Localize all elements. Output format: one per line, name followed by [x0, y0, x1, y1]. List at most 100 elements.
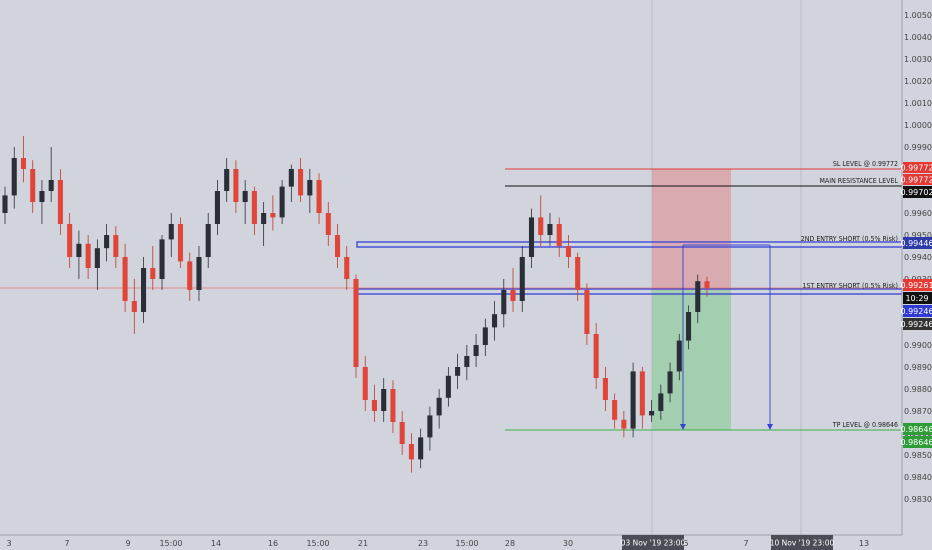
entry2-price-tag-text: 0.99446	[900, 239, 932, 248]
countdown-tag-text: 10:29	[905, 294, 928, 303]
candle-body-up	[528, 217, 535, 257]
candle-body-up	[76, 243, 82, 257]
time-tick-label: 15:00	[159, 539, 182, 548]
time-tick-label: 15:00	[455, 539, 478, 548]
candle-body-up	[676, 340, 682, 372]
candles-group	[2, 136, 710, 473]
candle-body-down	[177, 224, 184, 262]
resistance-price-tag	[903, 186, 932, 198]
tp2-price-tag-text: 0.98646	[900, 438, 932, 447]
candle-body-up	[159, 239, 165, 279]
price-tags: 0.99772 0.99772 0.99702 0.99446 0.99261 …	[900, 162, 932, 448]
candle-body-up	[104, 235, 110, 249]
price-tick-label: 1.00400	[904, 33, 932, 42]
candle-body-up	[519, 257, 525, 301]
time-tick-label: 7	[743, 539, 748, 548]
candle-body-down	[362, 367, 368, 400]
blue-line-price-tag-text: 0.99246	[900, 307, 932, 316]
candle-body-down	[399, 422, 405, 444]
gray-price-tag-text: 0.99246	[900, 320, 932, 329]
time-axis-ticks: 3 7 9 15:00 14 16 15:00 21 23 15:00 28 30 5 7 13	[6, 539, 869, 548]
entry1-level-label: 1ST ENTRY SHORT (0.5% Risk)	[802, 282, 898, 290]
candle-body-down	[298, 169, 304, 196]
resistance-level-label: MAIN RESISTANCE LEVEL	[820, 177, 899, 185]
candle-body-up	[695, 281, 701, 312]
projection-arrow-2	[683, 244, 773, 430]
price-tick-label: 1.00300	[904, 55, 932, 64]
candle-body-up	[455, 367, 461, 376]
projection-arrow-1	[680, 245, 686, 430]
candle-body-up	[48, 180, 54, 191]
candle-body-down	[575, 257, 581, 290]
candle-body-down	[510, 290, 516, 301]
candle-body-down	[565, 246, 571, 257]
candle-body-down	[371, 400, 378, 411]
candle-body-up	[658, 393, 664, 411]
time-tick-label: 3	[6, 539, 11, 548]
entry1-price-tag-text: 0.99261	[900, 281, 932, 290]
candle-body-up	[307, 180, 313, 196]
candle-body-down	[85, 243, 91, 268]
candle-body-down	[20, 158, 27, 169]
candle-body-up	[214, 191, 220, 224]
candle-body-up	[242, 191, 248, 202]
candle-body-down	[67, 224, 73, 257]
time-tick-label: 23	[418, 539, 428, 548]
time-tick-label: 5	[683, 539, 688, 548]
candle-body-up	[501, 290, 507, 315]
candle-body-down	[334, 235, 341, 257]
time-tick-label: 13	[859, 539, 869, 548]
candle-body-down	[344, 257, 350, 279]
price-tick-label: 1.00200	[904, 77, 932, 86]
countdown-tag	[903, 292, 932, 304]
candle-body-up	[436, 397, 442, 416]
candle-body-up	[196, 257, 202, 290]
candle-body-down	[30, 169, 36, 202]
entry2-price-tag	[903, 237, 932, 249]
candle-body-up	[381, 389, 387, 411]
time-tick-label: 14	[211, 539, 221, 548]
candle-body-down	[602, 378, 608, 400]
candle-body-up	[649, 411, 655, 416]
candle-body-down	[57, 180, 63, 224]
sl-price-tag-text: 0.99772	[900, 164, 932, 173]
time-tick-label: 21	[358, 539, 368, 548]
candle-body-up	[418, 437, 424, 460]
candle-body-up	[445, 375, 451, 398]
resistance-price-tag-text: 0.99702	[900, 188, 932, 197]
candle-body-up	[224, 169, 230, 191]
tp-price-tag-text: 0.98646	[900, 425, 932, 434]
candle-body-down	[187, 261, 193, 290]
entry2-level-label: 2ND ENTRY SHORT (0.5% Risk)	[801, 235, 898, 243]
candle-body-down	[538, 217, 544, 235]
date-tag-1-text: 03 Nov '19 23:00	[621, 539, 686, 548]
date-tag-2	[771, 535, 833, 550]
candle-body-up	[685, 312, 692, 341]
date-tag-1	[622, 535, 684, 550]
candle-body-down	[270, 213, 276, 218]
candle-body-down	[325, 213, 331, 235]
candle-body-down	[113, 235, 119, 257]
date-tag-2-text: 10 Nov '19 23:00	[770, 539, 835, 548]
candle-body-up	[2, 195, 8, 213]
candle-body-up	[39, 191, 45, 202]
candle-body-down	[408, 444, 414, 460]
take-profit-zone	[652, 290, 731, 430]
time-tick-label: 9	[125, 539, 130, 548]
candle-body-down	[233, 169, 239, 202]
candle-body-down	[639, 371, 645, 416]
candle-body-down	[704, 281, 710, 288]
candle-body-up	[168, 224, 174, 240]
sl-level-label: SL LEVEL @ 0.99772	[833, 160, 898, 168]
time-tick-label: 15:00	[306, 539, 329, 548]
